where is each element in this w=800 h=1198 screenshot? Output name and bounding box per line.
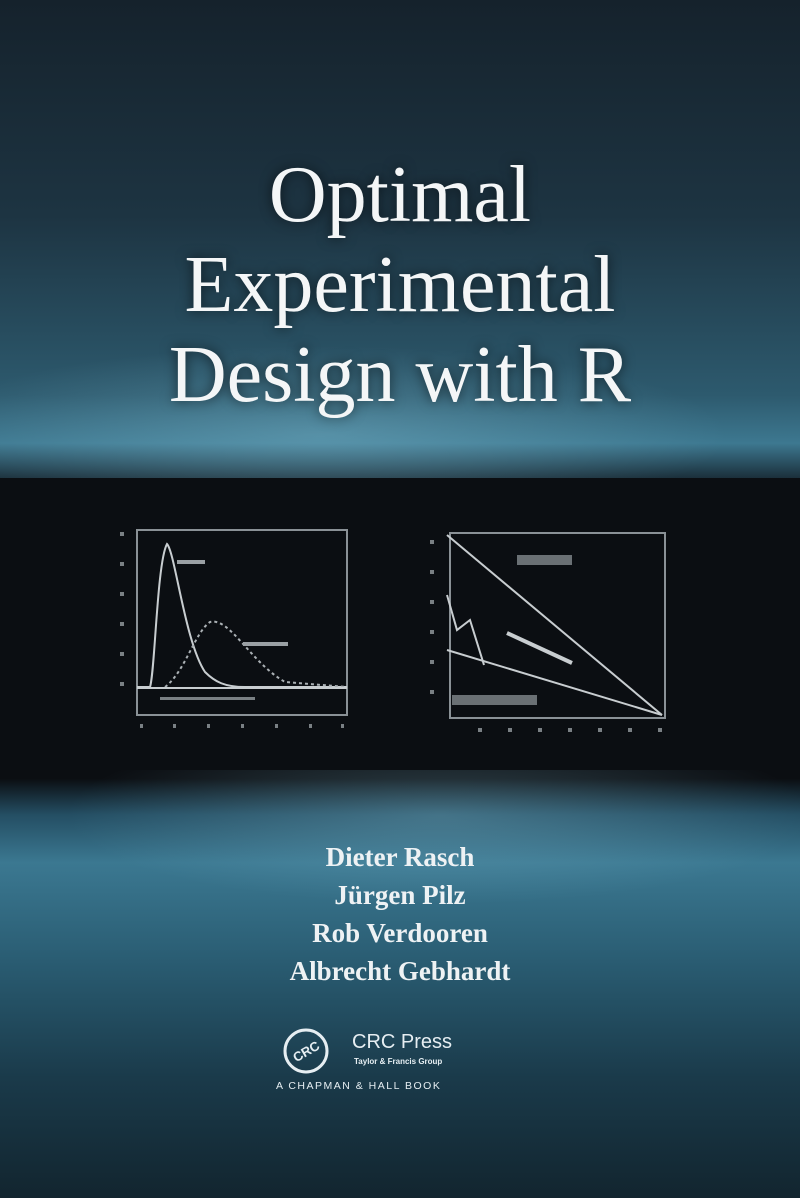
dark-band (0, 478, 800, 776)
publisher-logo: CRC CRC Press Taylor & Francis Group A C… (276, 1027, 522, 1097)
svg-text:CRC: CRC (290, 1038, 322, 1065)
publisher-imprint: A CHAPMAN & HALL BOOK (276, 1080, 442, 1092)
crc-logo-icon: CRC (283, 1028, 329, 1074)
author: Jürgen Pilz (334, 880, 466, 910)
publisher-name: CRC Press (352, 1031, 453, 1053)
density-plot-illustration (120, 529, 348, 728)
title-line: Experimental (184, 241, 616, 329)
author: Albrecht Gebhardt (289, 956, 511, 986)
title-line: Design with R (168, 331, 632, 419)
publisher-group: Taylor & Francis Group (354, 1057, 443, 1066)
title-line: Optimal (268, 151, 532, 239)
author: Dieter Rasch (325, 842, 475, 872)
power-plot-illustration (430, 532, 666, 732)
author: Rob Verdooren (312, 918, 488, 948)
author-list: Dieter Rasch Jürgen Pilz Rob Verdooren A… (0, 838, 800, 990)
book-title: Optimal Experimental Design with R (0, 150, 800, 420)
